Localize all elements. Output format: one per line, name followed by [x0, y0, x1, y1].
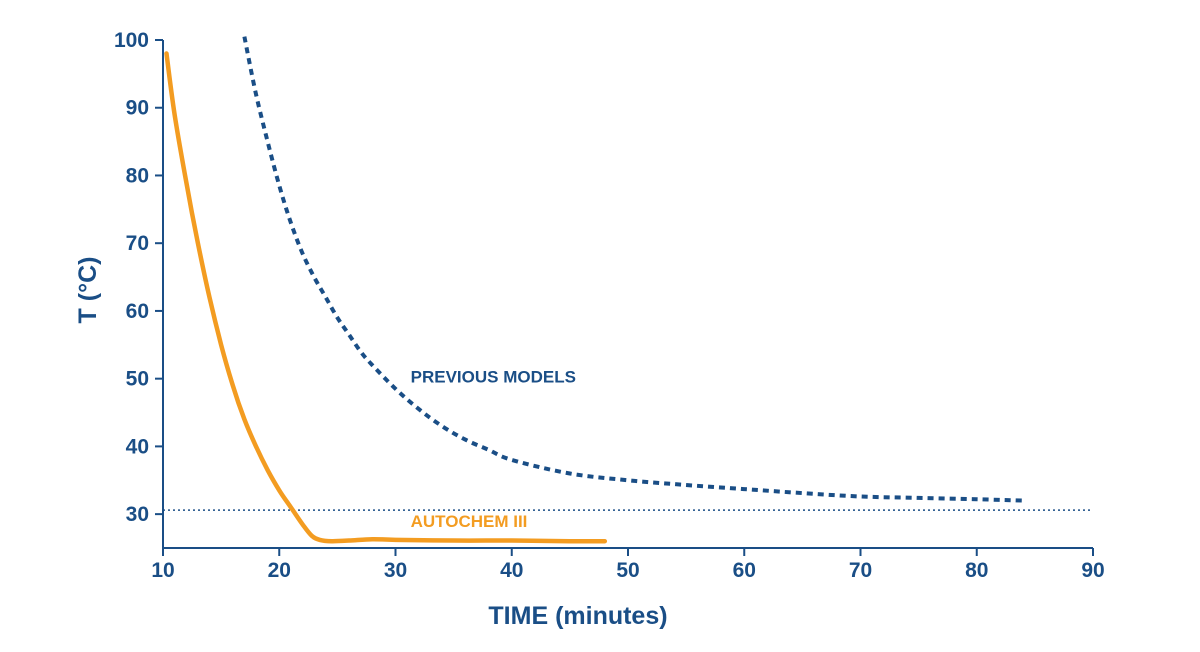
x-tick-label: 20	[268, 559, 291, 582]
x-tick-label: 50	[616, 559, 639, 582]
y-axis: 30 40 50 60 70 80 90 100	[114, 29, 164, 548]
x-axis-title: TIME (minutes)	[488, 602, 667, 630]
x-tick-label: 80	[965, 559, 988, 582]
y-tick-label: 80	[126, 164, 149, 187]
x-tick-label: 70	[849, 559, 872, 582]
y-tick-label: 30	[126, 503, 149, 526]
x-tick-label: 30	[384, 559, 407, 582]
series-label-previous-models: PREVIOUS MODELS	[411, 368, 576, 387]
series-label-autochem-iii: AUTOCHEM III	[411, 512, 528, 531]
x-tick-label: 40	[500, 559, 523, 582]
y-tick-label: 40	[126, 435, 149, 458]
x-axis: 10 20 30 40 50 60 70 80 90	[151, 547, 1105, 582]
series-line-autochem-iii	[164, 51, 608, 544]
y-axis-title: T (°C)	[74, 257, 102, 324]
x-tick-label: 10	[151, 559, 174, 582]
y-tick-label: 50	[126, 368, 149, 391]
x-tick-label: 90	[1081, 559, 1104, 582]
series-line-previous-models	[242, 36, 1024, 503]
y-tick-label: 60	[126, 300, 149, 323]
y-tick-label: 100	[114, 29, 149, 52]
plot-area: AUTOCHEM III PREVIOUS MODELS	[163, 36, 1093, 544]
y-tick-label: 70	[126, 232, 149, 255]
x-tick-label: 60	[733, 559, 756, 582]
y-tick-label: 90	[126, 97, 149, 120]
